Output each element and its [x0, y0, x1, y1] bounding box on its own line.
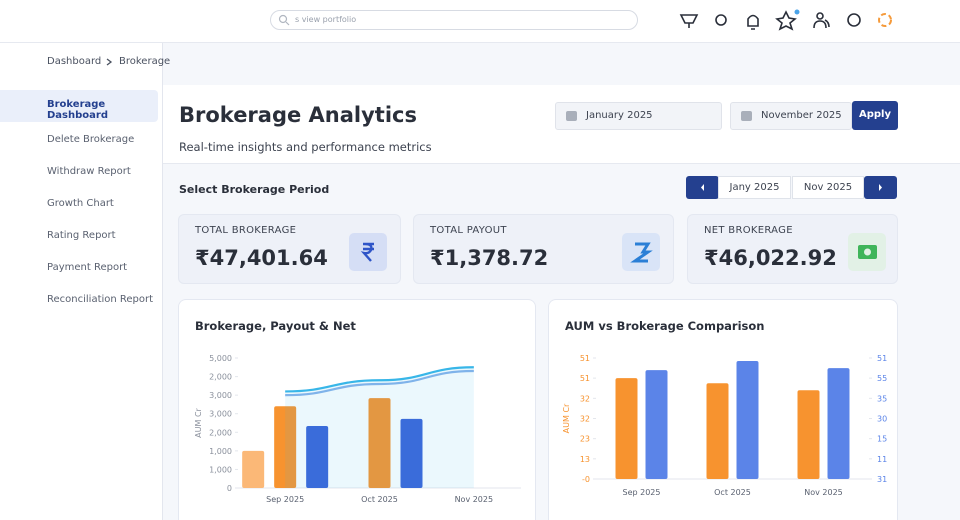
chart-title: AUM vs Brokerage Comparison: [565, 319, 764, 333]
bar: [706, 383, 729, 479]
stat-label: TOTAL BROKERAGE: [195, 225, 297, 236]
y-tick-label: 2,000: [209, 373, 232, 382]
sidebar-item[interactable]: Rating Report: [47, 230, 116, 241]
icon-filter[interactable]: [679, 14, 699, 28]
line: [285, 366, 474, 393]
y-tick-label: 11: [877, 455, 887, 464]
sidebar-item[interactable]: Reconciliation Report: [47, 294, 154, 305]
bar: [736, 361, 759, 479]
apply-button[interactable]: Apply: [852, 101, 898, 130]
icon-help[interactable]: [847, 13, 861, 27]
x-tick-label: Oct 2025: [714, 488, 751, 497]
sidebar-item[interactable]: Delete Brokerage: [47, 134, 135, 145]
chart: Brokerage, Payout & Net AUM Cr 0 1,000 1,000…: [194, 319, 521, 504]
stat-icon: [349, 233, 387, 271]
y-tick-label: 55: [877, 374, 887, 383]
x-tick-label: Oct 2025: [361, 495, 398, 504]
stat-value: ₹47,401.64: [195, 246, 328, 270]
stat-label: NET BROKERAGE: [704, 225, 793, 236]
search-icon: [278, 14, 290, 26]
icon-bell[interactable]: [747, 14, 759, 30]
date-to-text: November 2025: [761, 110, 842, 121]
bar: [400, 418, 423, 488]
x-tick-label: Sep 2025: [266, 495, 304, 504]
toolbar-icons: [679, 9, 892, 31]
icon-avatar[interactable]: [878, 13, 892, 27]
y-tick-label: 3,000: [209, 410, 232, 419]
page-subtitle: Real-time insights and performance metri…: [179, 140, 432, 154]
sidebar-item[interactable]: Withdraw Report: [47, 166, 131, 177]
bar: [797, 390, 820, 479]
period-from[interactable]: Jany 2025: [718, 176, 791, 199]
y-tick-label: 0: [227, 484, 232, 493]
next-button[interactable]: [864, 176, 897, 199]
icon-users[interactable]: [813, 19, 830, 29]
breadcrumb-separator: [106, 58, 113, 66]
y-tick-label: 32: [580, 415, 590, 424]
date-to[interactable]: November 2025: [730, 102, 852, 130]
y-axis-label: AUM Cr: [562, 403, 571, 433]
y-tick-label: 1,000: [209, 447, 232, 456]
stat-label: TOTAL PAYOUT: [430, 225, 507, 236]
sidebar-item[interactable]: Growth Chart: [47, 198, 114, 209]
stat-value: ₹46,022.92: [704, 246, 837, 270]
stat-card: NET BROKERAGE ₹46,022.92: [687, 214, 898, 284]
bar: [645, 370, 668, 479]
y-tick-label: 2,000: [209, 428, 232, 437]
page-title: Brokerage Analytics: [179, 103, 417, 127]
stat-value: ₹1,378.72: [430, 246, 549, 270]
date-from[interactable]: January 2025: [555, 102, 722, 130]
y-tick-label: 51: [580, 354, 590, 363]
x-tick-label: Sep 2025: [623, 488, 661, 497]
y-tick-label: 31: [877, 475, 887, 484]
period-to[interactable]: Nov 2025: [792, 176, 864, 199]
y-tick-label: 15: [877, 435, 887, 444]
chart-card: AUM vs Brokerage Comparison AUM Cr -0 13 23 3…: [548, 299, 898, 520]
bar: [274, 406, 297, 488]
y-tick-label: 1,000: [209, 465, 232, 474]
y-tick-label: 32: [580, 394, 590, 403]
sidebar-item[interactable]: Brokerage Dashboard: [0, 90, 158, 122]
y-tick-label: 51: [877, 354, 887, 363]
line: [285, 369, 474, 397]
top-bar: s view portfolio: [0, 0, 960, 43]
y-tick-label: 51: [580, 374, 590, 383]
bar: [368, 398, 391, 488]
y-tick-label: 30: [877, 415, 887, 424]
bar: [306, 425, 329, 488]
period-label: Select Brokerage Period: [179, 183, 330, 196]
bar: [242, 450, 265, 488]
prev-button[interactable]: [686, 176, 719, 199]
chart-card: Brokerage, Payout & Net AUM Cr 0 1,000 1,000…: [178, 299, 536, 520]
icon-settings[interactable]: [715, 14, 727, 26]
stat-icon: [848, 233, 886, 271]
sidebar-item[interactable]: Payment Report: [47, 262, 128, 273]
y-tick-label: 3,000: [209, 391, 232, 400]
bar: [615, 378, 638, 479]
stat-card: TOTAL PAYOUT ₹1,378.72: [413, 214, 674, 284]
search-input[interactable]: s view portfolio: [270, 10, 638, 30]
breadcrumb-item[interactable]: Dashboard: [47, 56, 102, 67]
y-tick-label: 13: [580, 455, 590, 464]
y-tick-label: -0: [582, 475, 590, 484]
x-tick-label: Nov 2025: [455, 495, 494, 504]
y-tick-label: 5,000: [209, 354, 232, 363]
x-tick-label: Nov 2025: [804, 488, 843, 497]
line-area: [285, 367, 474, 488]
bar: [827, 368, 850, 479]
stat-card: TOTAL BROKERAGE ₹47,401.64: [178, 214, 401, 284]
chart: AUM vs Brokerage Comparison AUM Cr -0 13 23 3…: [562, 319, 887, 497]
chart-title: Brokerage, Payout & Net: [195, 319, 356, 333]
breadcrumb-item[interactable]: Brokerage: [119, 56, 171, 67]
sidebar: Brokerage Dashboard Delete Brokerage Withd…: [0, 43, 163, 520]
y-axis-label: AUM Cr: [194, 407, 203, 437]
date-from-text: January 2025: [586, 110, 653, 121]
stat-icon: [622, 233, 660, 271]
y-tick-label: 23: [580, 435, 590, 444]
y-tick-label: 35: [877, 394, 887, 403]
icon-star[interactable]: [775, 10, 797, 31]
